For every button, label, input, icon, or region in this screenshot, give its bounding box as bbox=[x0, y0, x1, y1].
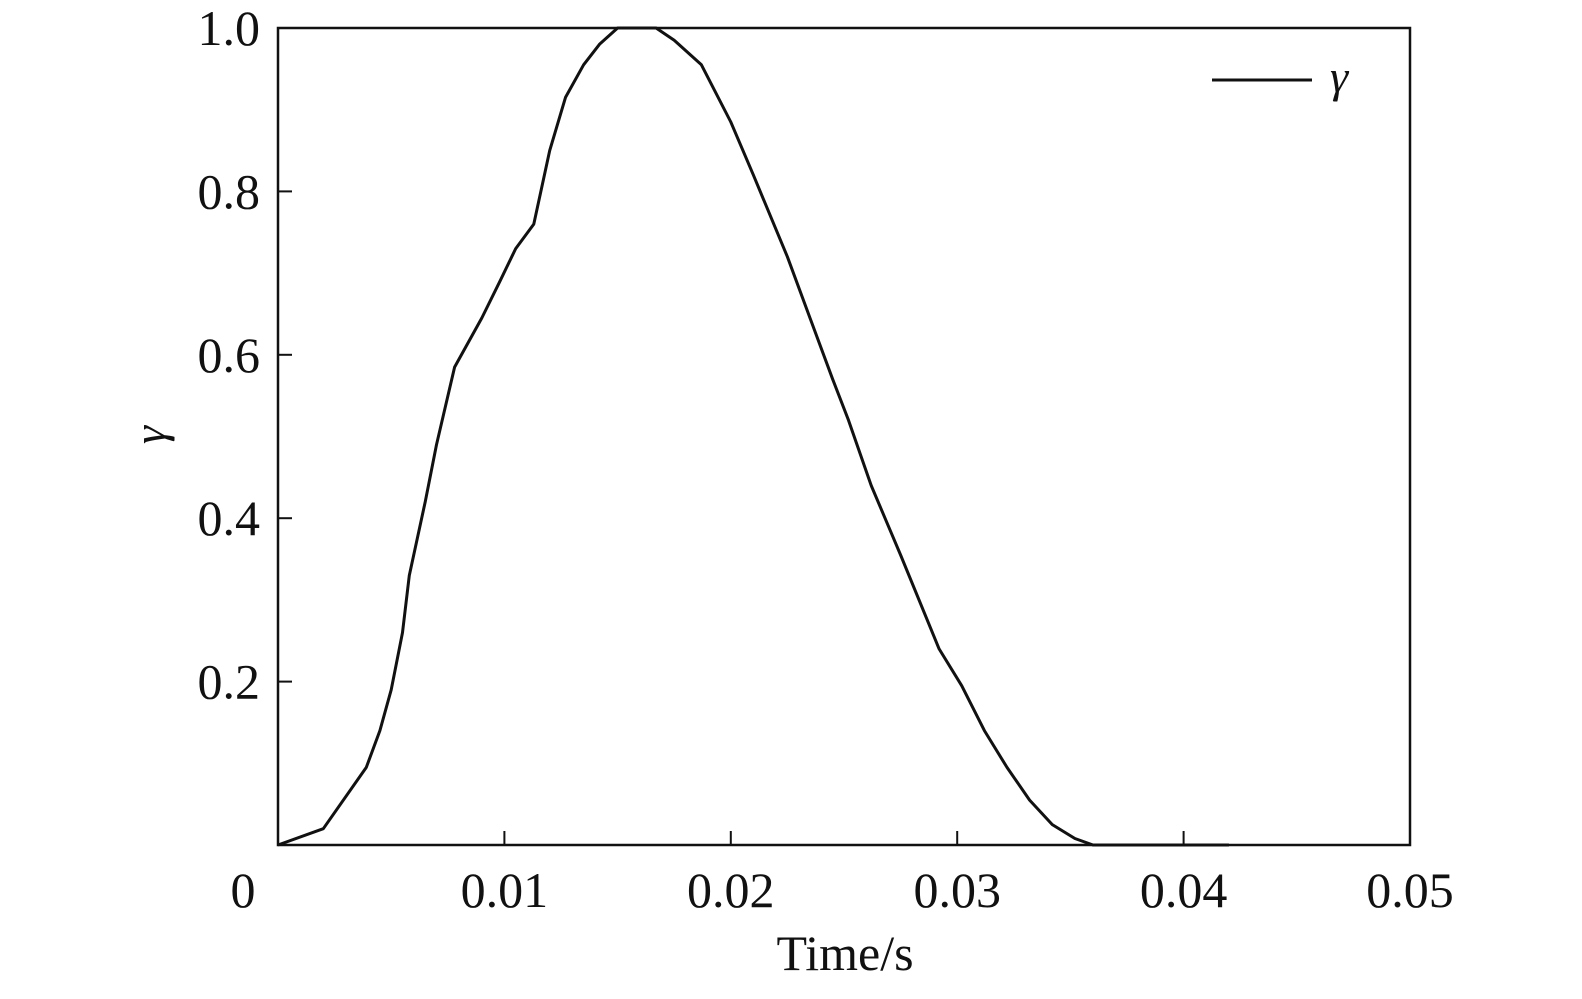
x-axis-label: Time/s bbox=[776, 925, 913, 981]
plot-frame bbox=[276, 26, 1412, 847]
y-axis-label: γ bbox=[124, 424, 175, 444]
x-tick-label: 0.01 bbox=[461, 862, 549, 918]
y-tick-label: 0.8 bbox=[198, 163, 261, 219]
y-tick-label: 0.6 bbox=[198, 327, 261, 383]
series-line-gamma bbox=[277, 26, 1229, 847]
axes: 0.01 0.02 0.03 0.04 0.05 0 0.2 0.4 0.6 0.8 1.0 bbox=[198, 0, 1454, 918]
y-tick-label: 1.0 bbox=[198, 0, 261, 56]
legend: γ bbox=[1212, 51, 1350, 102]
x-origin-label: 0 bbox=[231, 862, 256, 918]
y-tick-label: 0.4 bbox=[198, 490, 261, 546]
x-tick-label: 0.05 bbox=[1366, 862, 1454, 918]
x-tick-label: 0.03 bbox=[913, 862, 1001, 918]
x-tick-label: 0.04 bbox=[1140, 862, 1228, 918]
y-tick-label: 0.2 bbox=[198, 654, 261, 710]
x-tick-label: 0.02 bbox=[687, 862, 775, 918]
plot-area bbox=[277, 26, 1229, 847]
legend-label-gamma: γ bbox=[1330, 51, 1350, 102]
